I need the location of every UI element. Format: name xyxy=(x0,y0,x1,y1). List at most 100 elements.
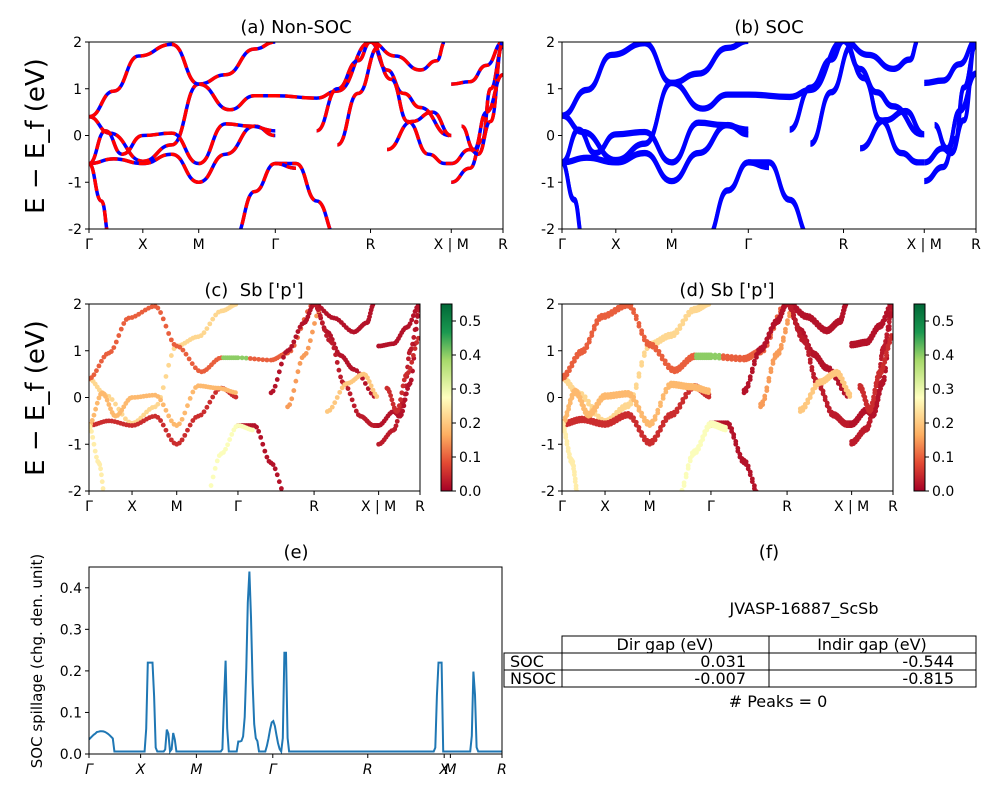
projection-point xyxy=(227,437,233,442)
projection-point xyxy=(210,316,216,322)
projection-point xyxy=(762,393,768,399)
projection-point xyxy=(254,424,259,430)
y-tick-label: 2 xyxy=(546,297,555,313)
projection-point xyxy=(847,391,853,397)
x-tick-label: R xyxy=(309,499,319,515)
y-tick-label: 1 xyxy=(546,344,555,360)
table-cell-value: 0.031 xyxy=(700,652,746,671)
projection-point xyxy=(405,386,410,391)
projection-point xyxy=(574,492,579,497)
projection-point xyxy=(841,380,847,386)
projection-point xyxy=(641,415,647,421)
panel-b-yticks: -2 -1 0 1 2 xyxy=(541,35,562,238)
projection-point xyxy=(754,492,759,497)
projection-point xyxy=(106,402,112,407)
soc-band-line xyxy=(859,107,925,149)
projection-point xyxy=(745,463,751,469)
panel-c-title: (c) Sb ['p'] xyxy=(204,280,303,301)
projection-point xyxy=(274,472,280,478)
projection-point xyxy=(334,395,340,400)
projection-point xyxy=(839,376,845,382)
projection-point xyxy=(400,408,406,414)
x-tick-label: Γ xyxy=(85,499,93,515)
projection-point xyxy=(562,426,567,431)
soc-band-line xyxy=(848,42,918,69)
projection-point xyxy=(749,366,755,372)
soc-band-line xyxy=(933,70,976,149)
projection-point xyxy=(871,394,876,400)
panel-a-title: (a) Non-SOC xyxy=(240,17,351,38)
projection-point xyxy=(99,358,104,364)
projection-point xyxy=(414,340,420,345)
projection-point xyxy=(256,356,262,362)
projection-point xyxy=(233,304,239,307)
panel-c-colorbar xyxy=(440,303,453,492)
projection-point xyxy=(94,400,100,406)
projection-point xyxy=(636,405,642,410)
projection-point xyxy=(708,352,714,358)
colorbar-tick-label: 0.1 xyxy=(459,450,481,466)
projection-point xyxy=(101,492,106,497)
projection-point xyxy=(681,480,687,486)
colorbar-tick-label: 0.4 xyxy=(459,348,481,364)
projection-point xyxy=(166,432,172,438)
projection-point xyxy=(636,371,642,377)
projection-point xyxy=(328,333,334,339)
y-tick-label: 2 xyxy=(73,297,82,313)
projection-point xyxy=(233,390,238,396)
projection-point xyxy=(639,430,645,435)
projection-point xyxy=(177,421,182,427)
projection-point xyxy=(394,418,400,424)
projection-point xyxy=(168,353,174,358)
projection-point xyxy=(792,317,798,323)
projection-point xyxy=(314,313,319,319)
projection-point xyxy=(108,349,114,354)
projection-point xyxy=(99,472,104,478)
projection-point xyxy=(204,326,210,331)
projection-point xyxy=(807,357,813,363)
x-tick-label: Γ xyxy=(707,499,715,515)
projection-point xyxy=(766,375,772,381)
projection-point xyxy=(89,428,94,434)
projection-point xyxy=(827,365,833,371)
projection-point xyxy=(639,360,645,365)
panel-a-bands xyxy=(89,42,503,229)
projection-point xyxy=(636,425,642,430)
projection-point xyxy=(155,415,161,420)
projection-point xyxy=(809,364,815,370)
projection-point xyxy=(733,439,739,444)
panel-c-colorbar-ticks: 0.0 0.1 0.2 0.3 0.4 0.5 xyxy=(452,314,481,500)
band-line-red xyxy=(451,42,503,86)
y-tick-label: 0 xyxy=(546,391,555,407)
projection-point xyxy=(332,400,338,406)
projection-point xyxy=(108,406,113,412)
projection-point xyxy=(747,469,753,475)
table-row-label: NSOC xyxy=(510,669,556,688)
panel-d-title: (d) Sb ['p'] xyxy=(679,280,774,301)
panel-e-line xyxy=(89,571,502,754)
projection-point xyxy=(785,318,790,324)
x-tick-label: X | M xyxy=(434,237,469,253)
projection-point xyxy=(678,496,683,501)
x-tick-label: X xyxy=(611,237,621,253)
projection-point xyxy=(354,368,360,374)
projection-point xyxy=(281,354,286,360)
projection-point xyxy=(272,466,278,472)
projection-point xyxy=(177,440,182,446)
projection-point xyxy=(390,401,396,407)
panel-b-bands xyxy=(562,42,976,229)
projection-point xyxy=(289,343,295,349)
y-tick-label: 0.2 xyxy=(60,664,82,680)
band-line-red xyxy=(369,42,452,166)
projection-point xyxy=(281,492,286,497)
panel-d-yticks: -2 -1 0 1 2 xyxy=(541,297,562,500)
projection-point xyxy=(374,394,380,399)
projection-point xyxy=(725,353,730,359)
projection-point xyxy=(247,356,253,361)
projection-point xyxy=(92,448,98,454)
projection-point xyxy=(729,354,735,359)
projection-point xyxy=(293,334,299,340)
projection-point xyxy=(187,422,193,428)
projection-point xyxy=(118,326,124,332)
projection-point xyxy=(180,347,186,353)
